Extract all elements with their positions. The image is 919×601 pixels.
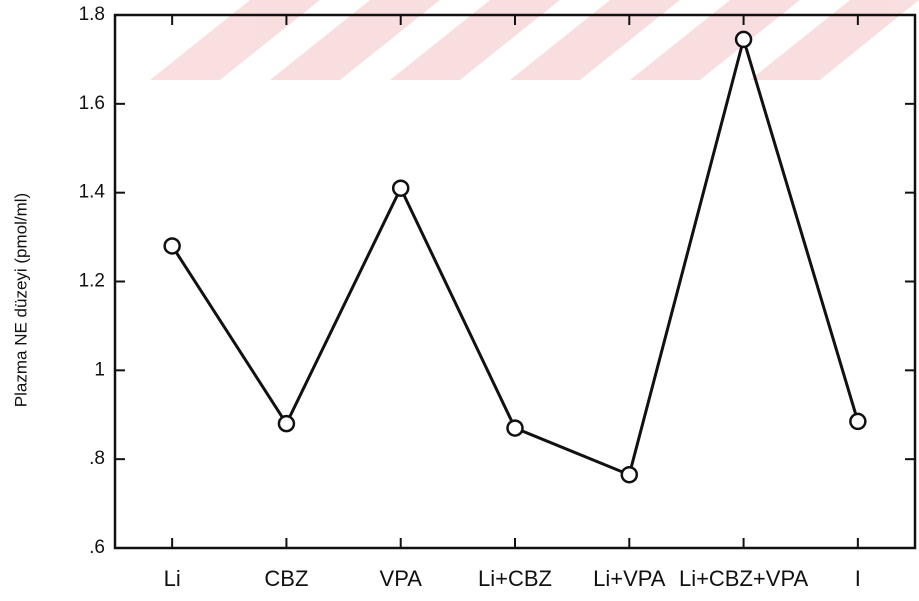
- data-point: [163, 237, 181, 255]
- data-point: [391, 179, 410, 197]
- y-tick-label: 1.6: [79, 93, 105, 114]
- y-tick-label: 1.4: [79, 182, 106, 203]
- data-point: [277, 414, 296, 433]
- plot-frame: [113, 13, 917, 550]
- y-tick-label: 1.8: [79, 4, 105, 25]
- x-tick-label: I: [855, 566, 861, 591]
- series-line: [170, 33, 860, 477]
- y-tick-label: 1.2: [79, 271, 105, 292]
- watermark: [150, 0, 919, 80]
- data-point: [620, 465, 639, 484]
- y-tick-label: 1: [94, 359, 105, 380]
- x-tick-label: VPA: [380, 566, 423, 591]
- x-tick-label: Li+CBZ+VPA: [679, 566, 809, 591]
- y-tick-label: .6: [89, 537, 105, 558]
- data-point: [849, 412, 867, 431]
- data-point: [734, 30, 753, 49]
- x-tick-label: Li+CBZ: [478, 566, 552, 591]
- data-point: [506, 419, 524, 437]
- y-tick-label: .8: [89, 448, 105, 469]
- y-axis-label: Plazma NE düzeyi (pmol/ml): [11, 193, 30, 407]
- x-tick-label: Li: [164, 566, 181, 591]
- x-tick-label: Li+VPA: [593, 566, 666, 591]
- x-tick-label: CBZ: [264, 566, 308, 591]
